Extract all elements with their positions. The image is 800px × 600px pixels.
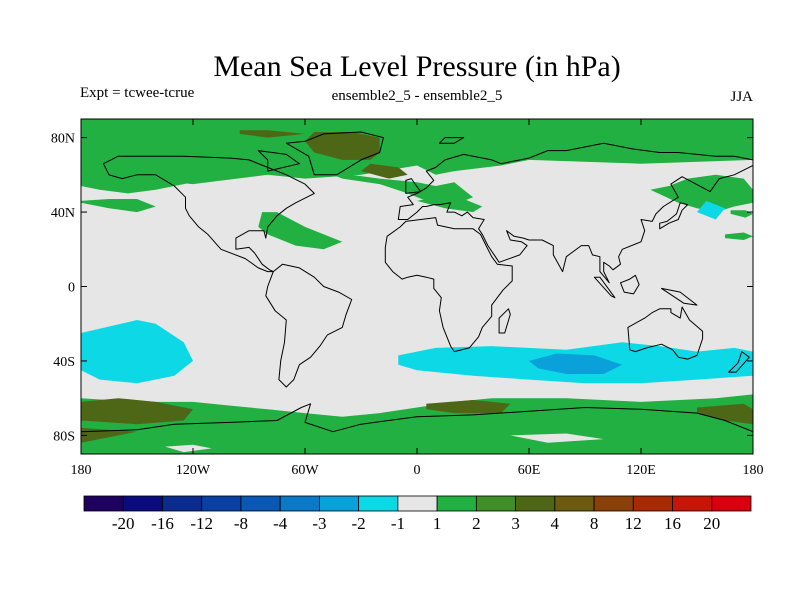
coastlines [81,131,753,454]
colorbar-swatch [593,495,634,512]
region-south-atlantic-high [426,400,511,414]
season-label: JJA [730,89,753,105]
region-arctic-band [81,119,753,185]
x-tick-label: 60W [291,463,319,478]
coastline-japan [659,202,689,230]
region-north-sea-high [361,163,408,179]
colorbar-tick-label: 4 [551,514,560,533]
colorbar-swatch [358,495,399,512]
y-tick-label: 0 [68,281,75,296]
colorbar-tick-label: 1 [433,514,442,533]
region-greenland-high [305,132,380,160]
colorbar-swatch [475,495,516,512]
x-tick-label: 60E [518,463,541,478]
region-mid-pacific-dot-1 [725,232,753,240]
coastline-borneo [620,274,640,295]
region-nw-pacific-east-asia [650,174,753,213]
colorbar-tick-label: 16 [664,514,681,533]
coastline-australia [627,306,704,360]
region-antarctic-gap-2 [510,433,604,443]
y-tick-label: 80S [53,429,75,444]
colorbar-tick-label: -4 [273,514,288,533]
colorbar-tick-label: 20 [703,514,720,533]
region-eastern-pacific-cool [697,200,725,220]
region-iceland-north-atlantic [323,171,473,205]
colorbar-tick-label: -2 [352,514,366,533]
coastline-africa [384,217,513,353]
coastline-new-zealand [728,351,750,373]
colorbar-swatch [122,495,163,512]
colorbar-swatch [201,495,242,512]
coastline-sumatra [593,276,616,299]
region-ross-sea-high [697,403,753,425]
y-tick-label: 40N [51,206,75,221]
region-sw-pacific-cool [81,320,193,384]
colorbar-tick-label: -16 [151,514,174,533]
coastline-british-isles [405,178,422,194]
coastline-greenland [285,131,384,176]
x-tick-label: 120W [176,463,211,478]
colorbar-tick-label: -20 [112,514,135,533]
colorbar-tick-label: 8 [590,514,599,533]
region-siberian-high [239,130,305,138]
colorbar-swatch [240,495,281,512]
chart-title: Mean Sea Level Pressure (in hPa) [213,50,620,83]
coastline-madagascar [498,308,511,334]
coastline-baffin [257,150,300,172]
colorbar-tick-label: -3 [312,514,326,533]
colorbar-swatch [515,495,556,512]
colorbar-tick-label: -1 [391,514,405,533]
colorbar-swatch [279,495,320,512]
pressure-regions [81,119,753,454]
region-south-pacific-high-west [81,398,193,425]
y-tick-label: 80N [51,132,75,147]
colorbar: -20 -16 -12 -8 -4 -3 -2 -1 1 2 3 4 8 12 16 20 [83,495,752,533]
x-tick-label: 0 [414,463,421,478]
colorbar-swatch [711,495,752,512]
coastline-antarctica [81,403,753,454]
colorbar-swatch [83,495,124,512]
region-antarctic-gap-1 [165,444,212,453]
x-tick-label: 180 [71,463,92,478]
coastline-south-america [265,263,353,388]
x-tick-label: 120E [626,463,656,478]
coastline-new-guinea [661,287,698,306]
experiment-label: Expt = tcwee-tcrue [80,85,195,101]
coastline-eurasia [397,142,753,284]
colorbar-tick-label: 12 [625,514,642,533]
map-plot [81,119,753,454]
comparison-label: ensemble2_5 - ensemble2_5 [332,88,503,104]
region-nw-pacific-strip [81,174,193,194]
colorbar-tick-label: 3 [511,514,520,533]
colorbar-tick-label: 2 [472,514,481,533]
coastline-svalbard [438,137,465,144]
x-tick-label: 180 [743,463,764,478]
colorbar-swatch [397,495,438,512]
colorbar-swatch [436,495,477,512]
colorbar-swatch [319,495,360,512]
y-tick-label: 40S [53,355,75,370]
colorbar-tick-label: -12 [190,514,213,533]
region-indian-ocean-low [529,353,623,374]
region-subtropical-atlantic [258,212,343,250]
region-ne-pacific-patch [81,199,156,213]
map-axes: 180 120W 60W 0 60E 120E 180 80N 40N 0 40S 80S [51,119,764,478]
colorbar-swatch [632,495,673,512]
colorbar-tick-label: -8 [234,514,248,533]
colorbar-swatch [672,495,713,512]
colorbar-swatch [554,495,595,512]
colorbar-swatch [162,495,203,512]
